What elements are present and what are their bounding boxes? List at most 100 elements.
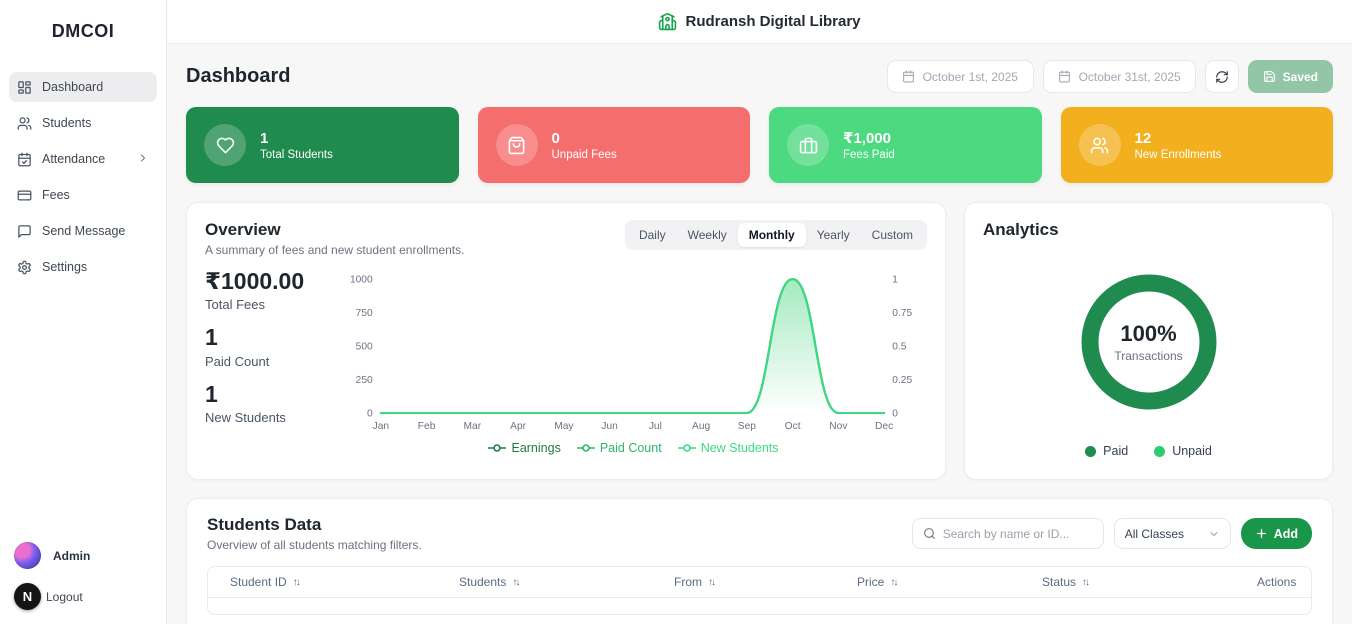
column-status[interactable]: Status ↑↓ xyxy=(1042,575,1257,589)
shopping-bag-icon xyxy=(495,124,538,166)
svg-text:0.25: 0.25 xyxy=(892,375,912,386)
logout-button[interactable]: N Logout xyxy=(14,583,152,610)
column-label: From xyxy=(674,575,702,589)
search-icon xyxy=(923,528,935,539)
heart-icon xyxy=(204,124,246,166)
legend-unpaid[interactable]: Unpaid xyxy=(1154,444,1212,458)
topbar: Rudransh Digital Library xyxy=(167,0,1352,44)
analytics-title: Analytics xyxy=(983,220,1059,239)
message-square-icon xyxy=(18,224,31,238)
svg-text:750: 750 xyxy=(356,308,373,319)
students-controls: All Classes Add xyxy=(911,518,1312,549)
svg-text:Jun: Jun xyxy=(601,421,617,432)
save-icon xyxy=(1263,71,1275,82)
sidebar-item-students[interactable]: Students xyxy=(9,108,157,138)
tab-weekly[interactable]: Weekly xyxy=(687,228,727,242)
summary-value: 1 xyxy=(205,324,218,351)
overview-card: Overview A summary of fees and new stude… xyxy=(186,202,946,480)
legend-label: Paid xyxy=(1103,444,1129,458)
svg-text:Jan: Jan xyxy=(373,421,389,432)
calendar-icon xyxy=(1058,70,1070,83)
legend-paid[interactable]: Paid xyxy=(1085,444,1128,458)
sidebar-item-dashboard[interactable]: Dashboard xyxy=(9,72,157,102)
sidebar-item-label: Students xyxy=(42,116,92,130)
line-marker-icon xyxy=(576,444,595,452)
svg-text:250: 250 xyxy=(356,375,373,386)
column-student-id[interactable]: Student ID ↑↓ xyxy=(230,575,459,589)
stat-card-fees-paid[interactable]: ₹1,000 Fees Paid xyxy=(769,107,1042,183)
donut-caption: Transactions xyxy=(1114,349,1183,363)
summary-new-students: 1 New Students xyxy=(205,380,340,425)
sidebar-item-send-message[interactable]: Send Message xyxy=(9,216,157,246)
sidebar-item-label: Attendance xyxy=(42,152,106,166)
summary-value: 1 xyxy=(205,380,218,407)
sidebar-item-attendance[interactable]: Attendance xyxy=(9,144,157,174)
stats-row: 1 Total Students 0 Unpaid Fees xyxy=(186,107,1333,183)
charts-row: Overview A summary of fees and new stude… xyxy=(186,202,1333,480)
analytics-legend: Paid Unpaid xyxy=(983,444,1314,462)
students-title: Students Data xyxy=(207,515,322,534)
svg-text:Dec: Dec xyxy=(875,421,893,432)
logout-label: Logout xyxy=(46,589,83,604)
svg-text:0: 0 xyxy=(367,409,373,420)
overview-chart: 0 250 500 750 1000 0 0.25 0.5 0.75 1 Jan Feb Mar Apr M… xyxy=(340,267,927,455)
class-filter-select[interactable]: All Classes xyxy=(1113,518,1231,549)
stat-card-total-students[interactable]: 1 Total Students xyxy=(186,107,459,183)
column-students[interactable]: Students ↑↓ xyxy=(459,575,674,589)
stat-label: Total Students xyxy=(260,148,333,161)
date-from-value: October 1st, 2025 xyxy=(922,69,1018,84)
sort-icon: ↑↓ xyxy=(512,576,520,588)
date-from-picker[interactable]: October 1st, 2025 xyxy=(886,60,1034,93)
svg-text:Sep: Sep xyxy=(738,421,757,432)
donut-center: 100% Transactions xyxy=(1114,321,1182,363)
sidebar-footer: Admin N Logout xyxy=(0,532,166,624)
tab-monthly[interactable]: Monthly xyxy=(737,223,806,247)
svg-text:Nov: Nov xyxy=(829,421,848,432)
app-title: Rudransh Digital Library xyxy=(685,13,861,30)
svg-text:Oct: Oct xyxy=(785,421,801,432)
users-icon xyxy=(17,116,32,130)
briefcase-icon xyxy=(787,124,829,166)
page-title: Dashboard xyxy=(186,65,291,87)
legend-label: New Students xyxy=(700,441,779,455)
paid-dot-icon xyxy=(1085,445,1097,457)
column-actions: Actions xyxy=(1257,575,1311,589)
search-input-wrap xyxy=(911,518,1104,549)
sort-icon: ↑↓ xyxy=(292,576,301,588)
summary-label: Total Fees xyxy=(205,297,265,313)
stat-value: ₹1,000 xyxy=(843,130,891,148)
svg-text:Apr: Apr xyxy=(510,421,527,432)
sidebar-item-settings[interactable]: Settings xyxy=(9,252,157,282)
user-name: Admin xyxy=(53,548,91,563)
date-to-picker[interactable]: October 31st, 2025 xyxy=(1042,60,1196,93)
sort-icon: ↑↓ xyxy=(708,576,716,588)
students-subtitle: Overview of all students matching filter… xyxy=(207,538,422,552)
tab-daily[interactable]: Daily xyxy=(638,228,666,242)
students-data-card: Students Data Overview of all students m… xyxy=(186,498,1333,624)
nextjs-dev-badge[interactable]: N xyxy=(14,583,41,610)
user-menu[interactable]: Admin xyxy=(14,542,152,569)
legend-new-students[interactable]: New Students xyxy=(677,441,779,455)
tab-custom[interactable]: Custom xyxy=(871,228,913,242)
legend-paid-count[interactable]: Paid Count xyxy=(576,441,662,455)
column-from[interactable]: From ↑↓ xyxy=(674,575,857,589)
svg-text:1: 1 xyxy=(892,275,898,286)
refresh-button[interactable] xyxy=(1204,60,1239,93)
sidebar-item-fees[interactable]: Fees xyxy=(9,180,157,210)
stat-card-unpaid-fees[interactable]: 0 Unpaid Fees xyxy=(477,107,750,183)
add-student-button[interactable]: Add xyxy=(1240,518,1312,549)
saved-button[interactable]: Saved xyxy=(1247,60,1333,93)
search-input[interactable] xyxy=(942,526,1093,541)
gear-icon xyxy=(18,260,31,274)
tab-yearly[interactable]: Yearly xyxy=(816,228,850,242)
legend-label: Earnings xyxy=(511,441,561,455)
stat-value: 1 xyxy=(260,130,269,148)
donut-chart: 100% Transactions xyxy=(983,240,1314,444)
stat-value: 0 xyxy=(551,130,560,148)
main-area: Rudransh Digital Library Dashboard Octob… xyxy=(167,0,1352,624)
column-price[interactable]: Price ↑↓ xyxy=(857,575,1042,589)
stat-card-new-enrollments[interactable]: 12 New Enrollments xyxy=(1060,107,1333,183)
table-body xyxy=(208,598,1311,614)
svg-text:Feb: Feb xyxy=(418,421,436,432)
legend-earnings[interactable]: Earnings xyxy=(488,441,561,455)
